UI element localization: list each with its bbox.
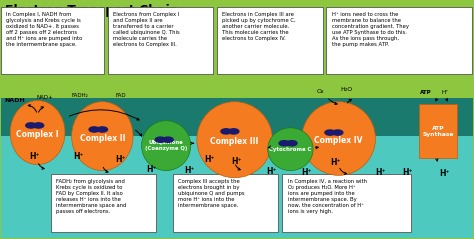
Ellipse shape — [268, 128, 313, 171]
FancyBboxPatch shape — [1, 7, 104, 74]
Text: FAD: FAD — [115, 93, 126, 98]
Text: H⁺: H⁺ — [116, 155, 126, 164]
Text: H⁺: H⁺ — [73, 152, 84, 161]
Text: ATP
Synthase: ATP Synthase — [423, 126, 454, 137]
FancyBboxPatch shape — [217, 7, 322, 74]
Circle shape — [221, 129, 231, 134]
Text: H⁺: H⁺ — [146, 165, 157, 174]
Text: In Complex I, NADH from
glycolysis and Krebs cycle is
oxidized to NAD+. It passe: In Complex I, NADH from glycolysis and K… — [6, 12, 82, 47]
Circle shape — [163, 137, 173, 142]
Text: H⁺: H⁺ — [375, 168, 385, 177]
Circle shape — [26, 123, 36, 128]
Text: Complex I: Complex I — [16, 130, 59, 139]
Ellipse shape — [302, 102, 375, 175]
Ellipse shape — [10, 100, 65, 165]
Circle shape — [155, 137, 165, 142]
Circle shape — [97, 127, 108, 132]
Circle shape — [279, 141, 290, 146]
Circle shape — [228, 129, 239, 134]
Circle shape — [325, 130, 335, 135]
Circle shape — [33, 123, 44, 128]
Text: NADH: NADH — [4, 98, 25, 103]
Text: Cytochrome C: Cytochrome C — [269, 147, 311, 152]
Text: H⁺: H⁺ — [204, 155, 214, 164]
Text: H⁺: H⁺ — [402, 168, 413, 178]
Text: ATP: ATP — [420, 90, 431, 95]
Text: H⁺: H⁺ — [266, 167, 277, 176]
Text: H⁺: H⁺ — [439, 169, 450, 178]
Text: NAD+: NAD+ — [36, 95, 54, 100]
FancyBboxPatch shape — [108, 7, 213, 74]
Text: Electrons in Complex III are
picked up by cytochrome C,
another carrier molecule: Electrons in Complex III are picked up b… — [222, 12, 296, 41]
Text: H⁺: H⁺ — [330, 158, 341, 167]
Text: FADH₂: FADH₂ — [71, 93, 88, 98]
Text: In Complex IV, a reaction with
O₂ produces H₂O. More H⁺
ions are pumped into the: In Complex IV, a reaction with O₂ produc… — [288, 179, 366, 214]
Text: H₂O: H₂O — [340, 87, 352, 92]
Text: H⁺: H⁺ — [29, 152, 39, 161]
Circle shape — [287, 141, 297, 146]
Text: H⁺: H⁺ — [184, 166, 194, 175]
Bar — [0, 98, 474, 139]
Ellipse shape — [197, 102, 273, 178]
Bar — [0, 1, 474, 105]
Text: Electron Transport Chain: Electron Transport Chain — [5, 4, 179, 17]
FancyBboxPatch shape — [419, 104, 457, 158]
FancyBboxPatch shape — [326, 7, 472, 74]
FancyBboxPatch shape — [283, 174, 411, 232]
Text: Electrons from Complex I
and Complex II are
transferred to a carrier
called ubiq: Electrons from Complex I and Complex II … — [113, 12, 180, 47]
Circle shape — [89, 127, 100, 132]
Text: Complex II: Complex II — [80, 134, 125, 142]
Text: Ubiquinone
(Coenzyme Q): Ubiquinone (Coenzyme Q) — [145, 140, 187, 151]
Text: Complex IV: Complex IV — [314, 136, 363, 145]
Circle shape — [332, 130, 343, 135]
Bar — [0, 136, 474, 238]
Text: H⁺: H⁺ — [441, 90, 448, 95]
Text: O₂: O₂ — [317, 89, 324, 94]
Text: H⁺ ions need to cross the
membrane to balance the
concentration gradient. They
u: H⁺ ions need to cross the membrane to ba… — [331, 12, 409, 47]
FancyBboxPatch shape — [51, 174, 156, 232]
Text: Complex III accepts the
electrons brought in by
ubiquinone Q and pumps
more H⁺ i: Complex III accepts the electrons brough… — [178, 179, 245, 208]
FancyBboxPatch shape — [173, 174, 278, 232]
Text: H⁺: H⁺ — [231, 157, 242, 166]
Text: H⁺: H⁺ — [301, 168, 311, 178]
Text: FADH₂ from glycolysis and
Krebs cycle is oxidized to
FAD by Complex II. It also
: FADH₂ from glycolysis and Krebs cycle is… — [56, 179, 127, 214]
Ellipse shape — [72, 102, 133, 171]
Ellipse shape — [142, 121, 191, 171]
Text: Complex III: Complex III — [210, 137, 259, 146]
